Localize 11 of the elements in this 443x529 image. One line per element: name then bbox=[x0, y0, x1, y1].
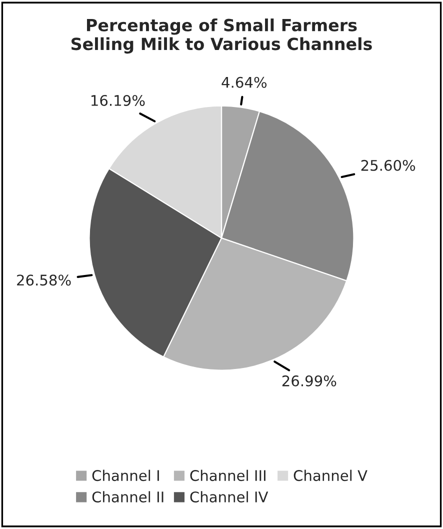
legend-label: Channel I bbox=[92, 470, 159, 482]
data-label: 26.99% bbox=[282, 375, 336, 386]
legend-label: Channel V bbox=[294, 470, 368, 482]
legend-label: Channel IV bbox=[190, 491, 268, 502]
legend-label: Channel III bbox=[190, 470, 266, 482]
data-label: 16.19% bbox=[92, 94, 145, 106]
data-label: 25.60% bbox=[361, 160, 416, 171]
data-label: 26.58% bbox=[17, 274, 71, 286]
chart-title: Percentage of Small Farmers Selling Milk to Various Channels bbox=[72, 18, 372, 54]
data-label: 4.64% bbox=[222, 76, 267, 88]
legend-label: Channel II bbox=[92, 491, 164, 502]
